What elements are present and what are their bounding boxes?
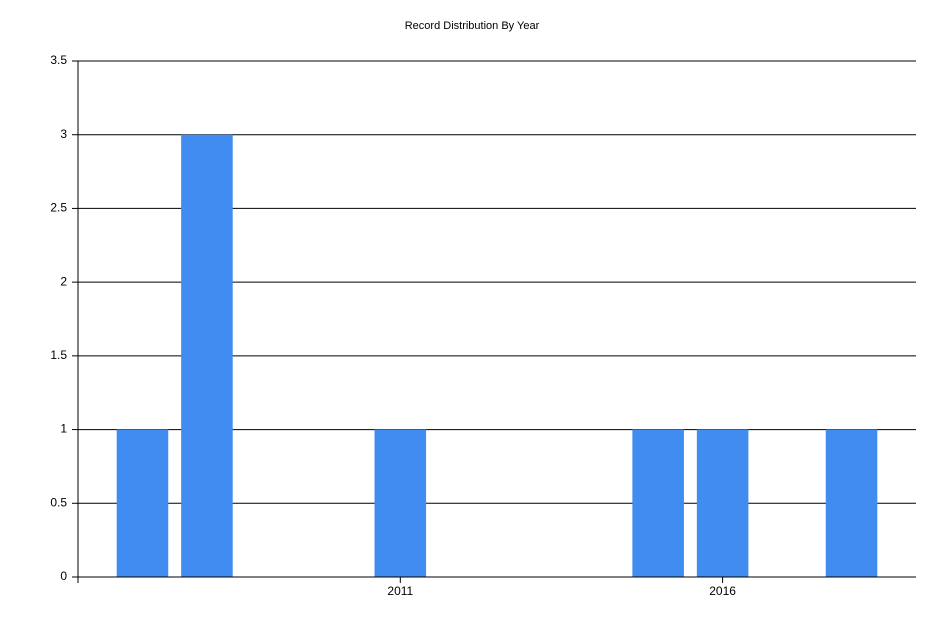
bar xyxy=(696,429,749,577)
bar xyxy=(374,429,427,577)
bar xyxy=(825,429,878,577)
y-tick-label: 0 xyxy=(60,569,67,583)
y-tick-label: 2 xyxy=(60,274,67,288)
y-tick-label: 2.5 xyxy=(50,201,67,215)
bar xyxy=(116,429,169,577)
y-tick-label: 1.5 xyxy=(50,348,67,362)
x-tick-label: 2011 xyxy=(387,584,413,598)
y-tick-label: 0.5 xyxy=(50,495,67,509)
bar xyxy=(632,429,684,577)
y-tick-label: 1 xyxy=(60,422,67,436)
bar xyxy=(181,134,233,577)
x-tick-label: 2016 xyxy=(709,584,736,598)
y-tick-label: 3.5 xyxy=(50,53,67,67)
chart-title: Record Distribution By Year xyxy=(405,20,540,32)
y-tick-label: 3 xyxy=(60,127,67,141)
